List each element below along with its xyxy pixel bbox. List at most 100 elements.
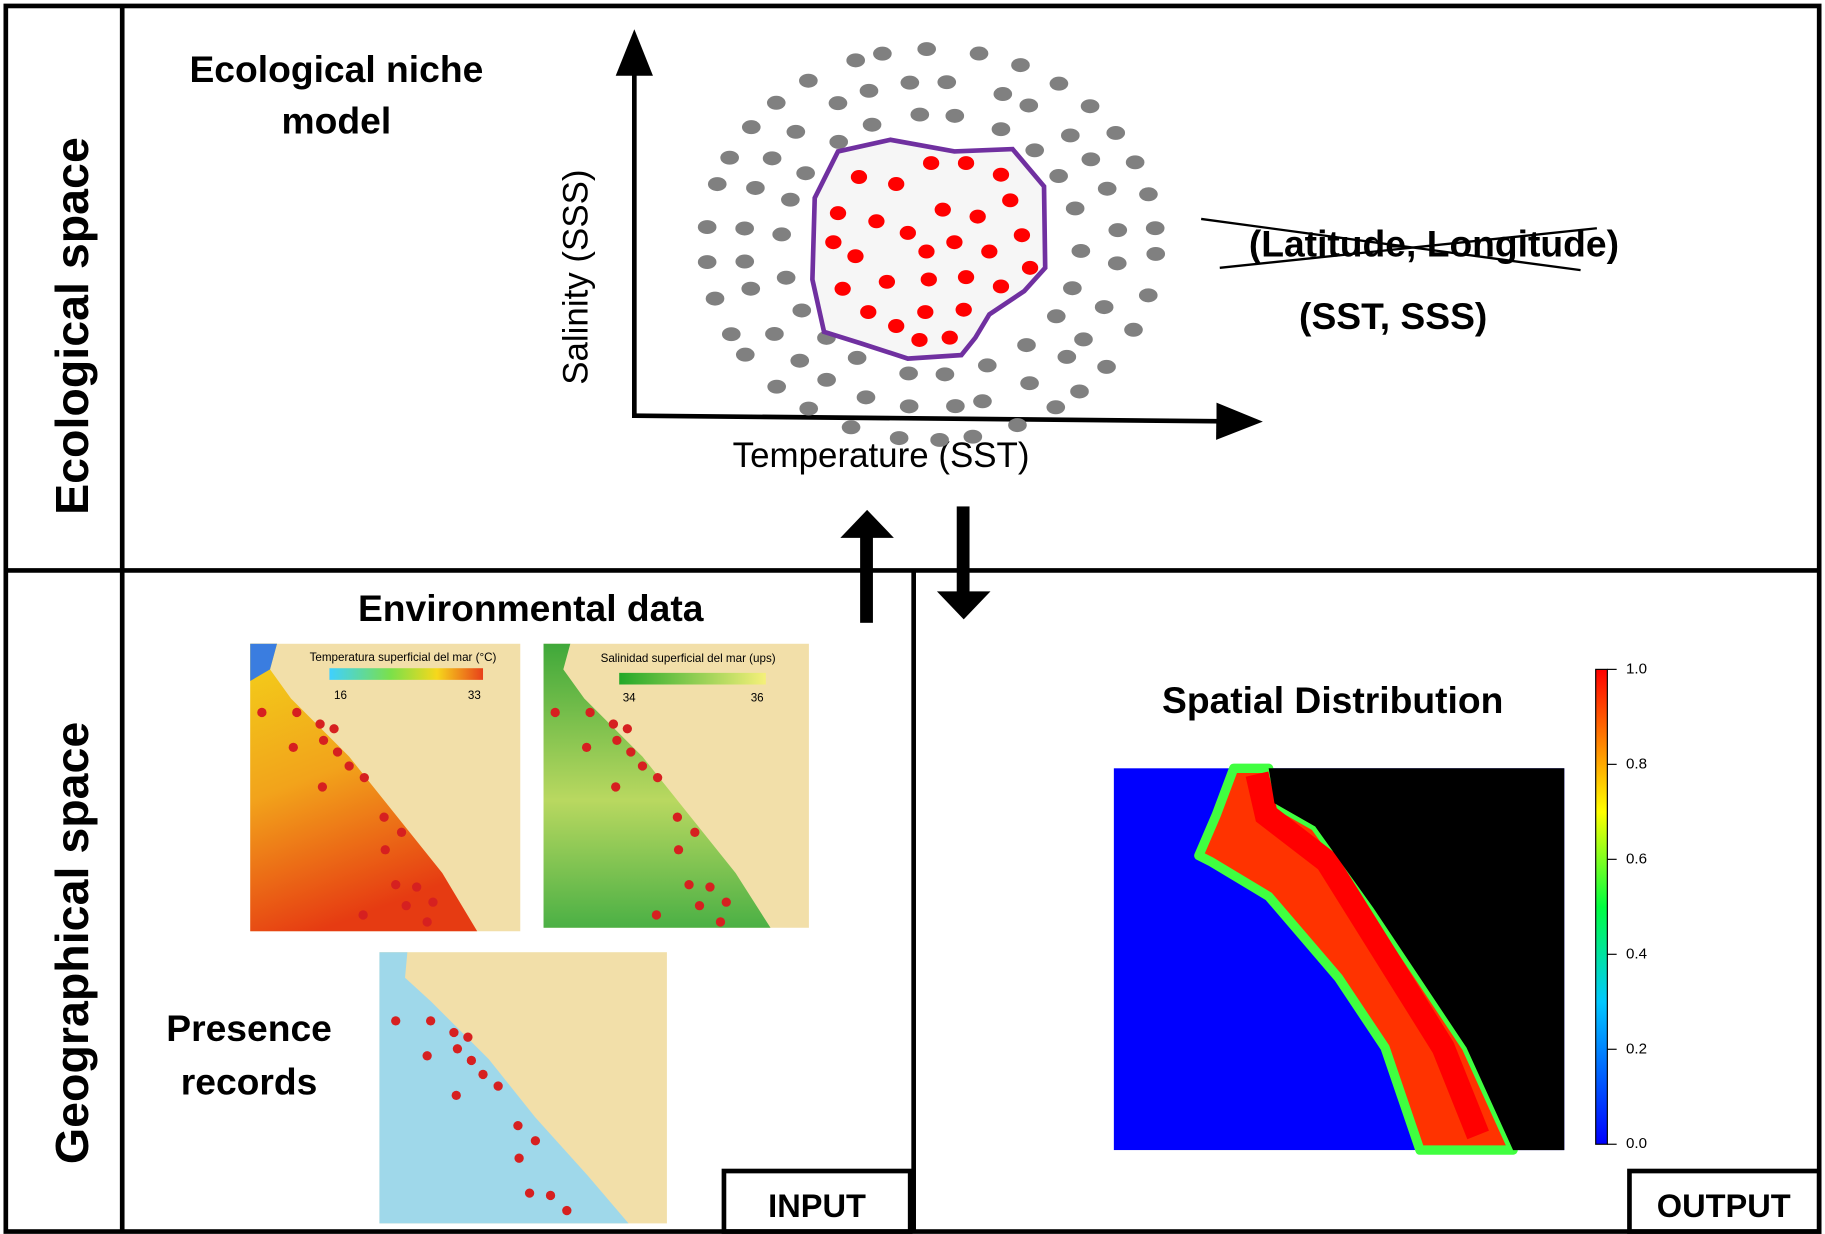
map-dot: [653, 773, 662, 782]
gray-dot: [1063, 281, 1082, 295]
red-dot: [888, 319, 904, 333]
gray-dot: [901, 76, 920, 90]
gray-dot: [1108, 256, 1127, 270]
map-dot: [513, 1121, 522, 1130]
gray-dot: [1066, 201, 1085, 215]
gray-dot: [1070, 384, 1089, 398]
gray-dot: [1017, 338, 1036, 352]
gray-dot: [992, 122, 1011, 136]
map-dot: [453, 1044, 462, 1053]
gray-dot: [930, 433, 949, 447]
gray-dot: [792, 303, 811, 317]
gray-dot: [945, 109, 964, 123]
map-dot: [358, 910, 367, 919]
colorbar-tick-label: 0.8: [1626, 755, 1647, 772]
gray-dot: [917, 42, 936, 56]
axis-label: Temperature (SST): [733, 436, 1030, 475]
output-label: OUTPUT: [1657, 1188, 1791, 1224]
map-dot: [626, 747, 635, 756]
map-dot: [402, 901, 411, 910]
red-dot: [981, 245, 997, 259]
gray-dot: [796, 166, 815, 180]
gray-dot: [1098, 182, 1117, 196]
map-dot: [379, 813, 388, 822]
gray-dot: [1139, 288, 1158, 302]
gray-dot: [1019, 99, 1038, 113]
red-dot: [835, 282, 851, 296]
gray-dot: [1126, 155, 1145, 169]
gray-dot: [698, 220, 717, 234]
diagram: Ecological space Geographical space Ecol…: [0, 0, 1825, 1234]
gray-dot: [910, 108, 929, 122]
map-dot: [551, 708, 560, 717]
gray-dot: [1050, 77, 1069, 91]
gray-dot: [899, 366, 918, 380]
red-dot: [825, 235, 841, 249]
gray-dot: [1146, 247, 1165, 261]
map-dot: [652, 910, 661, 919]
map-dot: [422, 917, 431, 926]
map-dot: [257, 708, 266, 717]
map-dot: [315, 719, 324, 728]
gray-dot: [1072, 244, 1091, 258]
gray-dot: [978, 358, 997, 372]
map-dot: [684, 880, 693, 889]
red-dot: [868, 214, 884, 228]
colorbar-tick-label: 0.4: [1626, 945, 1647, 962]
red-dot: [1002, 193, 1018, 207]
gray-dot: [863, 118, 882, 132]
map-dot: [467, 1056, 476, 1065]
gray-dot: [1097, 360, 1116, 374]
map-dot: [582, 743, 591, 752]
map-dot: [391, 880, 400, 889]
legend-min: 16: [334, 689, 347, 702]
gray-dot: [1108, 223, 1127, 237]
map-dot: [705, 882, 714, 891]
sss-map: [544, 644, 809, 928]
section-title: Presence: [166, 1007, 332, 1049]
gray-dot: [829, 96, 848, 110]
gray-dot: [767, 380, 786, 394]
map-dot: [609, 719, 618, 728]
map-dot: [426, 1016, 435, 1025]
map-dot: [381, 845, 390, 854]
gray-dot: [698, 255, 717, 269]
gray-dot: [1106, 126, 1125, 140]
red-dot: [942, 331, 958, 345]
map-dot: [452, 1091, 461, 1100]
gray-dot: [857, 390, 876, 404]
section-title: records: [181, 1061, 318, 1103]
gray-dot: [741, 282, 760, 296]
map-dot: [531, 1136, 540, 1145]
legend-title: Temperatura superficial del mar (°C): [310, 651, 497, 664]
gray-dot: [1047, 309, 1066, 323]
distribution-map: [1114, 669, 1607, 1150]
map-dot: [319, 736, 328, 745]
map-dot: [612, 736, 621, 745]
gray-dot: [1049, 169, 1068, 183]
red-dot: [935, 203, 951, 217]
gray-dot: [1095, 300, 1114, 314]
gray-dot: [900, 399, 919, 413]
map-dot: [345, 761, 354, 770]
map-dot: [449, 1028, 458, 1037]
map-dot: [360, 773, 369, 782]
gray-dot: [735, 255, 754, 269]
map-dot: [673, 813, 682, 822]
gray-dot: [936, 367, 955, 381]
gray-dot: [777, 271, 796, 285]
red-dot: [900, 226, 916, 240]
map-dot: [611, 782, 620, 791]
map-dot: [562, 1206, 571, 1215]
gray-dot: [736, 348, 755, 362]
title: model: [282, 99, 392, 141]
gray-dot: [1020, 376, 1039, 390]
gray-dot: [765, 327, 784, 341]
input-label: INPUT: [768, 1188, 866, 1224]
gray-dot: [846, 53, 865, 67]
red-dot: [888, 177, 904, 191]
map-dot: [329, 724, 338, 733]
gray-dot: [742, 120, 761, 134]
legend-title: Salinidad superficial del mar (ups): [601, 652, 776, 665]
map-dot: [422, 1051, 431, 1060]
